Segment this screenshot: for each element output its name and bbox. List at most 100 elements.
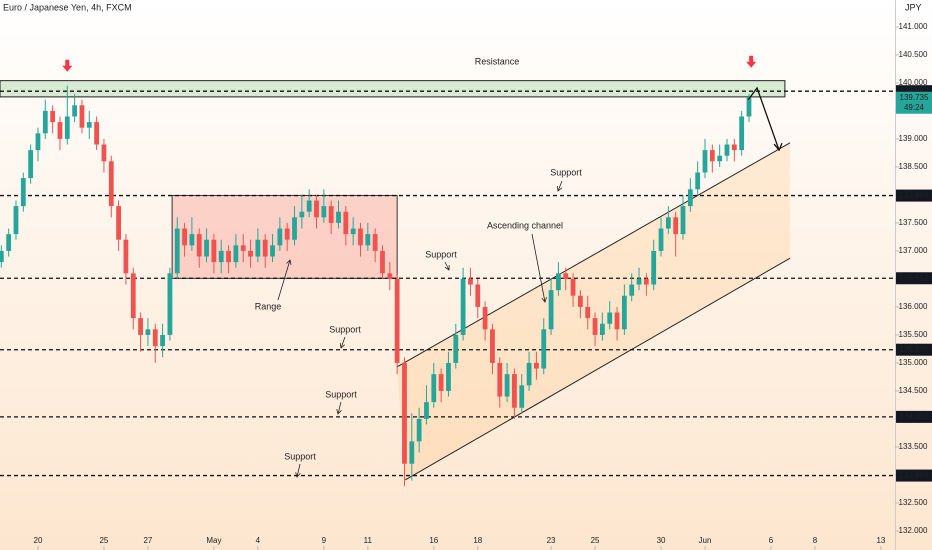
candle-body <box>541 329 547 369</box>
y-tick-label: 140.500 <box>899 50 928 59</box>
candle-body <box>504 374 510 397</box>
y-tick-label: 133.500 <box>899 442 928 451</box>
level-label: 132.989 <box>900 471 929 480</box>
candle-body <box>629 284 635 296</box>
y-tick-label: 137.000 <box>899 246 928 255</box>
level-label-box <box>896 410 932 423</box>
candle-body <box>577 295 583 307</box>
candle-body <box>717 155 723 162</box>
candle-body <box>460 278 466 335</box>
annotation-pointer-head <box>286 259 292 265</box>
level-label-box <box>896 272 932 285</box>
annotation-pointer-head <box>557 185 563 192</box>
candle-body <box>585 306 591 319</box>
candle-body <box>240 245 246 251</box>
projection <box>747 86 780 151</box>
candle-body <box>636 278 642 285</box>
candle-body <box>424 402 429 419</box>
annotation: Support <box>550 167 582 177</box>
candle-body <box>548 290 554 330</box>
candle-body <box>270 245 275 257</box>
annotation-pointer <box>531 233 546 303</box>
candle-body <box>614 312 620 330</box>
y-tick-label: 136.000 <box>899 302 928 311</box>
y-tick-label: 134.500 <box>899 386 928 395</box>
candle-body <box>292 217 297 240</box>
x-tick-label: 8 <box>813 536 818 545</box>
y-tick-label: 137.500 <box>899 218 928 227</box>
candle-body <box>211 239 217 263</box>
candle-body <box>526 362 532 386</box>
candle-body <box>174 228 180 274</box>
annotation: Resistance <box>475 56 520 66</box>
candle-body <box>233 245 239 263</box>
candle-body <box>20 178 26 207</box>
candle-body <box>284 228 290 240</box>
candle-body <box>490 329 495 363</box>
candle-body <box>328 206 334 223</box>
candle-body <box>446 362 451 391</box>
candle-body <box>130 273 136 319</box>
candle-body <box>709 150 715 162</box>
x-tick-label: 18 <box>473 536 482 545</box>
candle-body <box>167 273 173 335</box>
candle-body <box>314 200 319 218</box>
candle-body <box>262 239 268 257</box>
candle-body <box>687 189 693 207</box>
candle-body <box>255 239 261 257</box>
candle-body <box>599 323 605 335</box>
candle-body <box>138 318 143 335</box>
candle-body <box>739 116 745 151</box>
candle-body <box>35 133 41 151</box>
level-label-box <box>896 469 932 482</box>
candle-body <box>336 211 341 223</box>
candle-body <box>204 239 209 257</box>
candle-body <box>0 250 4 263</box>
x-tick-label: Jun <box>699 536 712 545</box>
annotation: Support <box>425 249 457 259</box>
candle-body <box>673 217 679 235</box>
y-tick-label: 139.000 <box>899 134 928 143</box>
candle-body <box>497 362 503 397</box>
x-tick-label: 25 <box>591 536 600 545</box>
resistance-zone <box>0 80 786 98</box>
level-label: 139.852 <box>900 86 929 95</box>
candle-body <box>160 334 165 347</box>
candle-body <box>365 234 371 246</box>
candle-body <box>123 239 129 274</box>
candle-body <box>145 329 151 335</box>
candle-body <box>643 278 649 285</box>
marker-arrow <box>62 59 73 72</box>
channel-line <box>404 257 791 481</box>
candle-body <box>519 385 525 408</box>
candle-body <box>196 234 202 257</box>
candle-body <box>512 374 517 408</box>
candle-body <box>482 306 488 330</box>
candle-body <box>116 206 122 240</box>
annotation-pointer-head <box>541 297 547 303</box>
candle-body <box>101 144 107 162</box>
candle-body <box>299 211 305 218</box>
annotation-pointer-head <box>336 409 342 415</box>
candle-body <box>724 144 730 156</box>
level-label: 134.037 <box>900 412 929 421</box>
candle-body <box>475 284 481 307</box>
candle-body <box>372 234 378 251</box>
candle-body <box>50 110 56 123</box>
x-tick-label: May <box>206 536 221 545</box>
candle-body <box>182 228 187 246</box>
annotation: Range <box>255 301 282 311</box>
last-price-box <box>896 91 932 114</box>
candle-body <box>380 250 385 274</box>
candle-body <box>394 278 400 363</box>
candle-body <box>189 234 195 246</box>
chart-title: Euro / Japanese Yen, 4h, FXCM <box>3 2 132 12</box>
candle-body <box>218 250 224 263</box>
candle-body <box>57 122 63 139</box>
candle-body <box>86 122 92 128</box>
candle-body <box>607 312 613 324</box>
candle-body <box>277 228 283 246</box>
x-tick-label: 23 <box>547 536 556 545</box>
channel-fill <box>397 142 791 480</box>
